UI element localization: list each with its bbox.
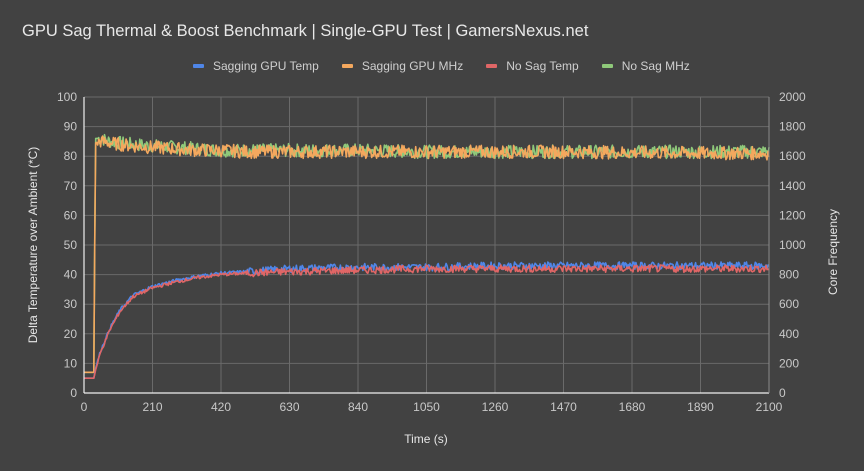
x-tick-label: 1890 bbox=[687, 400, 714, 414]
gridlines bbox=[84, 96, 770, 393]
series-lines bbox=[84, 133, 770, 379]
y2-tick-label: 200 bbox=[779, 356, 799, 370]
y2-tick-label: 0 bbox=[779, 386, 786, 400]
y-tick-label: 10 bbox=[64, 356, 78, 370]
legend-swatch-icon bbox=[341, 64, 353, 68]
y2-tick-label: 1800 bbox=[779, 120, 806, 134]
legend-label: No Sag MHz bbox=[621, 59, 690, 73]
series-line-sagging-gpu-mhz bbox=[84, 135, 770, 374]
y2-tick-label: 800 bbox=[779, 268, 799, 282]
y2-tick-label: 2000 bbox=[779, 90, 806, 104]
chart-title: GPU Sag Thermal & Boost Benchmark | Sing… bbox=[22, 22, 589, 40]
y2-axis-title: Core Frequency bbox=[826, 209, 840, 295]
y-tick-label: 20 bbox=[64, 327, 78, 341]
y2-tick-label: 1000 bbox=[779, 238, 806, 252]
y-tick-label: 40 bbox=[64, 268, 78, 282]
axes: 0102030405060708090100020040060080010001… bbox=[57, 90, 806, 414]
x-tick-label: 210 bbox=[142, 400, 162, 414]
y-tick-label: 50 bbox=[64, 238, 78, 252]
legend-swatch-icon bbox=[486, 64, 498, 68]
legend-label: No Sag Temp bbox=[506, 59, 579, 73]
legend-item-no-sag-temp[interactable]: No Sag Temp bbox=[486, 59, 579, 73]
y2-tick-label: 1400 bbox=[779, 179, 806, 193]
y-axis-title: Delta Temperature over Ambient (*C) bbox=[26, 147, 40, 344]
series-line-no-sag-temp bbox=[84, 264, 770, 379]
y2-tick-label: 400 bbox=[779, 327, 799, 341]
y-tick-label: 70 bbox=[64, 179, 78, 193]
chart-legend: Sagging GPU Temp Sagging GPU MHz No Sag … bbox=[193, 59, 713, 73]
legend-item-sagging-gpu-temp[interactable]: Sagging GPU Temp bbox=[193, 59, 319, 73]
x-tick-label: 840 bbox=[348, 400, 368, 414]
legend-label: Sagging GPU Temp bbox=[213, 59, 319, 73]
y2-tick-label: 600 bbox=[779, 297, 799, 311]
legend-swatch-icon bbox=[193, 64, 204, 68]
legend-label: Sagging GPU MHz bbox=[361, 59, 464, 73]
y-tick-label: 100 bbox=[57, 90, 77, 104]
y-tick-label: 60 bbox=[64, 208, 78, 222]
x-tick-label: 630 bbox=[279, 400, 299, 414]
x-tick-label: 1260 bbox=[482, 400, 509, 414]
y-tick-label: 90 bbox=[64, 120, 78, 134]
x-tick-label: 1680 bbox=[619, 400, 646, 414]
x-axis-title: Time (s) bbox=[404, 432, 448, 446]
legend-swatch-icon bbox=[601, 64, 613, 68]
y-tick-label: 30 bbox=[64, 297, 78, 311]
x-tick-label: 1470 bbox=[550, 400, 577, 414]
legend-item-sagging-gpu-mhz[interactable]: Sagging GPU MHz bbox=[341, 59, 464, 73]
y2-tick-label: 1600 bbox=[779, 149, 806, 163]
legend-item-no-sag-mhz[interactable]: No Sag MHz bbox=[601, 59, 690, 73]
x-tick-label: 1050 bbox=[413, 400, 440, 414]
x-tick-label: 2100 bbox=[756, 400, 783, 414]
x-tick-label: 420 bbox=[211, 400, 231, 414]
x-tick-label: 0 bbox=[81, 400, 88, 414]
y-tick-label: 80 bbox=[64, 149, 78, 163]
y2-tick-label: 1200 bbox=[779, 208, 806, 222]
y-tick-label: 0 bbox=[70, 386, 77, 400]
